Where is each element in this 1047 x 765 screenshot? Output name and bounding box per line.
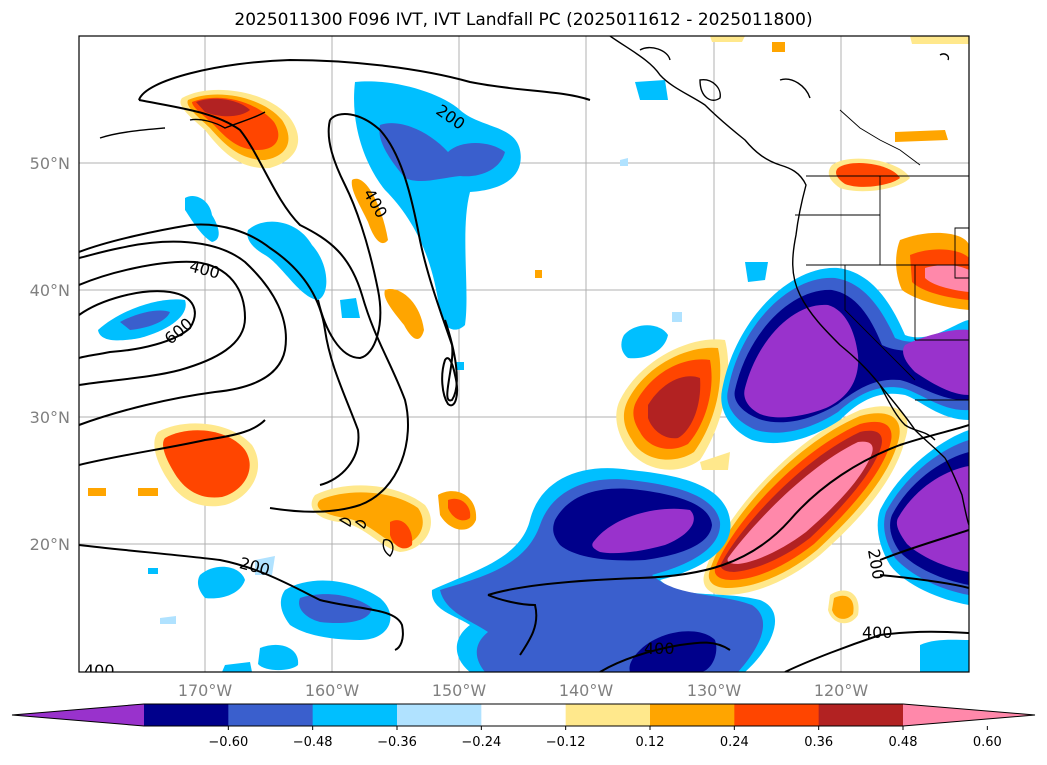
colorbar-tick-label: 0.24 <box>720 735 749 750</box>
map-title: 2025011300 F096 IVT, IVT Landfall PC (20… <box>234 10 813 30</box>
colorbar-tick-label: −0.12 <box>546 735 586 750</box>
colorbar-segment <box>312 704 398 726</box>
ivt-contours <box>79 58 969 672</box>
map-frame <box>78 35 970 673</box>
colorbar-tick-label: 0.48 <box>889 735 918 750</box>
colorbar-tick-label: −0.60 <box>208 735 248 750</box>
contour-label: 400 <box>644 639 675 658</box>
colorbar-segment <box>565 704 651 726</box>
lat-label-50n: 50°N <box>30 154 70 173</box>
lon-label-120w: 120°W <box>814 681 869 700</box>
colorbar-segment <box>228 704 314 726</box>
colorbar-segment <box>650 704 735 726</box>
colorbar-segment <box>144 704 229 726</box>
colorbar-segment <box>481 704 567 726</box>
coastlines <box>99 36 969 557</box>
colorbar-tick-label: −0.36 <box>377 735 417 750</box>
latitude-labels: 50°N 40°N 30°N 20°N <box>30 154 70 554</box>
lat-label-40n: 40°N <box>30 281 70 300</box>
colorbar-segment <box>397 704 482 726</box>
map-area: 200 400 400 600 200 200 400 400 400 <box>79 36 969 680</box>
lon-label-160w: 160°W <box>305 681 360 700</box>
colorbar-tick-label: −0.24 <box>461 735 501 750</box>
contour-label: 200 <box>864 548 888 581</box>
colorbar-tick-label: 0.12 <box>636 735 665 750</box>
colorbar-segment <box>818 704 904 726</box>
contour-label: 400 <box>862 623 893 642</box>
colorbar-tick-label: 0.36 <box>804 735 833 750</box>
colorbar-tick-label: −0.48 <box>293 735 333 750</box>
lon-label-170w: 170°W <box>178 681 233 700</box>
lon-label-140w: 140°W <box>559 681 614 700</box>
positive-shading <box>88 36 969 624</box>
colorbar-outline <box>11 703 1036 727</box>
contour-label: 400 <box>84 661 115 680</box>
colorbar-segment <box>734 704 820 726</box>
longitude-labels: 170°W 160°W 150°W 140°W 130°W 120°W <box>178 681 869 700</box>
contour-label: 400 <box>188 256 222 282</box>
lat-label-20n: 20°N <box>30 535 70 554</box>
lon-label-130w: 130°W <box>687 681 742 700</box>
colorbar: −0.60 −0.48 −0.36 −0.24 −0.12 0.12 0.24 0.36 0.4… <box>11 703 1036 750</box>
lon-label-150w: 150°W <box>432 681 487 700</box>
political-borders <box>795 109 969 401</box>
colorbar-extend-low <box>12 704 144 726</box>
lat-label-30n: 30°N <box>30 408 70 427</box>
colorbar-tick-label: 0.60 <box>973 735 1002 750</box>
colorbar-extend-high <box>903 704 1035 726</box>
negative-shading <box>98 80 969 672</box>
